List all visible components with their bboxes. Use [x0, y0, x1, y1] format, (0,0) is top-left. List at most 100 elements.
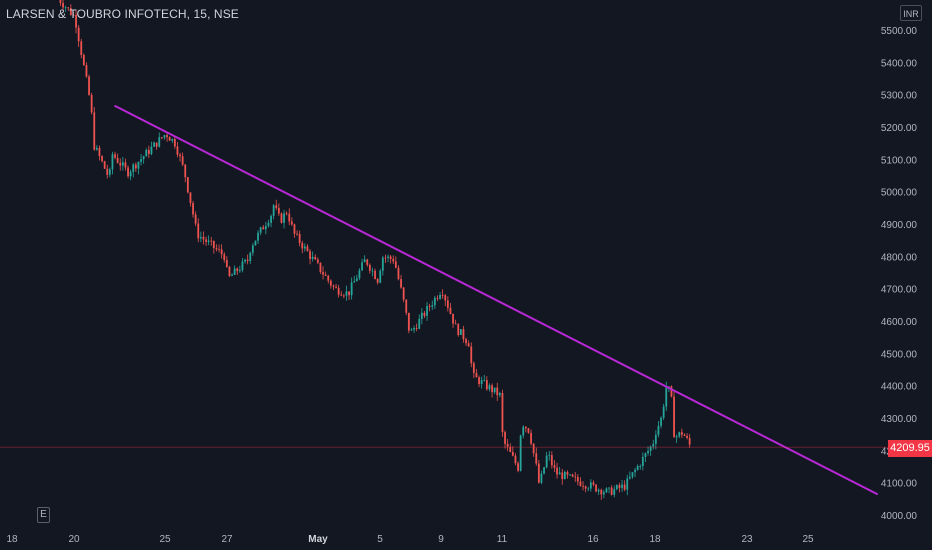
candle	[220, 244, 223, 259]
candle	[137, 161, 140, 175]
candle	[132, 162, 135, 178]
y-tick-label: 5100.00	[881, 155, 918, 166]
symbol-title[interactable]: LARSEN & TOUBRO INFOTECH, 15, NSE	[6, 7, 239, 21]
candle	[673, 392, 675, 438]
x-tick-label: 18	[649, 534, 661, 545]
candle	[428, 303, 431, 312]
candle	[228, 265, 231, 278]
x-tick-label: 18	[6, 534, 18, 545]
candle	[688, 434, 691, 448]
candle	[662, 403, 665, 421]
candle	[194, 211, 197, 226]
candle	[155, 142, 158, 150]
candle	[166, 133, 168, 142]
events-button[interactable]: E	[37, 507, 50, 523]
candle	[449, 302, 452, 315]
candle	[563, 470, 566, 480]
candle	[532, 443, 535, 457]
candle	[634, 467, 636, 478]
candle	[158, 132, 161, 148]
candle	[402, 286, 405, 303]
candle	[140, 154, 142, 166]
candle	[574, 471, 577, 482]
candle	[470, 342, 473, 368]
candle	[595, 483, 597, 493]
trendline[interactable]	[114, 105, 878, 495]
candle	[418, 314, 421, 330]
candle	[610, 485, 613, 496]
candle	[90, 92, 93, 115]
x-tick-label: 11	[497, 534, 508, 545]
last-price-tag: 4209.95	[888, 440, 932, 457]
candle	[199, 231, 202, 243]
trendline-layer[interactable]	[114, 105, 878, 495]
candle	[72, 12, 75, 16]
currency-badge[interactable]: INR	[900, 5, 922, 21]
y-tick-label: 5300.00	[881, 91, 918, 102]
candle	[584, 485, 587, 493]
candle	[298, 230, 301, 247]
candle	[488, 383, 491, 392]
candle	[405, 299, 408, 316]
candle	[618, 482, 621, 493]
candle	[579, 477, 582, 487]
y-tick-label: 5200.00	[881, 123, 918, 134]
candle	[491, 383, 493, 398]
candle	[384, 254, 387, 263]
x-tick-label: 23	[741, 534, 753, 545]
candle	[314, 254, 317, 260]
y-tick-label: 4500.00	[881, 349, 918, 360]
candle	[288, 208, 291, 226]
candle	[413, 325, 415, 333]
candle	[249, 251, 252, 264]
candle	[496, 382, 499, 401]
candle	[163, 134, 166, 140]
candle	[415, 323, 418, 332]
candle	[358, 268, 361, 281]
candle	[108, 167, 111, 178]
candle	[95, 145, 98, 151]
candle	[127, 165, 129, 179]
candle	[361, 258, 363, 272]
candle	[540, 470, 543, 485]
x-tick-label: 20	[68, 534, 80, 545]
candle	[116, 153, 119, 164]
candle	[457, 323, 460, 337]
candle	[327, 274, 330, 284]
candle	[283, 209, 285, 229]
candle	[301, 240, 304, 254]
candle	[454, 319, 457, 325]
y-tick-label: 5400.00	[881, 58, 918, 69]
candle	[296, 230, 298, 236]
candle	[478, 375, 480, 387]
candle	[556, 462, 558, 479]
candle	[550, 451, 553, 469]
x-tick-label: 27	[221, 534, 233, 545]
candle	[485, 376, 488, 391]
y-tick-label: 4300.00	[881, 414, 918, 425]
candle	[504, 430, 506, 449]
candle	[511, 446, 514, 457]
candle	[197, 218, 200, 243]
y-tick-label: 4000.00	[881, 511, 918, 522]
candle	[251, 243, 254, 256]
candle	[290, 217, 293, 226]
candle	[675, 434, 678, 443]
candle	[459, 329, 462, 336]
candle	[342, 293, 345, 299]
candle	[631, 472, 634, 479]
candle	[644, 452, 647, 462]
candle	[75, 9, 77, 34]
candle	[636, 464, 639, 471]
candle	[69, 4, 72, 16]
candle	[129, 169, 132, 181]
candle	[683, 433, 686, 437]
candle	[537, 459, 540, 484]
candle	[168, 136, 171, 141]
candle	[181, 152, 184, 167]
candle	[517, 461, 519, 473]
candle	[423, 311, 426, 319]
time-axis[interactable]: 18 20 25 27 May 5 9 11 16 18 23 25	[6, 534, 814, 545]
